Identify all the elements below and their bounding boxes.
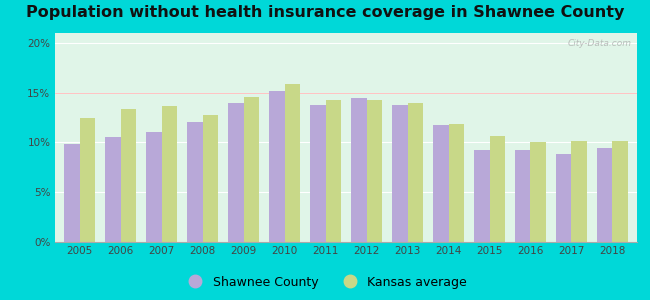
Bar <box>326 100 341 242</box>
Legend: Shawnee County, Kansas average: Shawnee County, Kansas average <box>178 271 472 294</box>
Bar <box>80 118 96 242</box>
Bar <box>244 97 259 242</box>
Text: City-Data.com: City-Data.com <box>567 39 631 48</box>
Bar <box>556 154 571 242</box>
Bar <box>489 136 505 242</box>
Bar <box>367 100 382 242</box>
Bar <box>285 84 300 242</box>
Bar <box>203 116 218 242</box>
Bar <box>121 110 136 242</box>
Bar <box>187 122 203 242</box>
Bar <box>433 125 448 242</box>
Bar <box>612 141 628 242</box>
Bar <box>269 91 285 242</box>
Bar <box>162 106 177 242</box>
Bar <box>146 132 162 242</box>
Bar <box>530 142 546 242</box>
Bar <box>597 148 612 242</box>
Text: Population without health insurance coverage in Shawnee County: Population without health insurance cove… <box>26 4 624 20</box>
Bar <box>571 141 587 242</box>
Bar <box>64 144 80 242</box>
Bar <box>228 103 244 242</box>
Bar <box>448 124 464 242</box>
Bar <box>351 98 367 242</box>
Bar <box>392 106 408 242</box>
Bar <box>310 106 326 242</box>
Bar <box>408 103 423 242</box>
Bar <box>515 150 530 242</box>
Bar <box>474 150 489 242</box>
Bar <box>105 137 121 242</box>
